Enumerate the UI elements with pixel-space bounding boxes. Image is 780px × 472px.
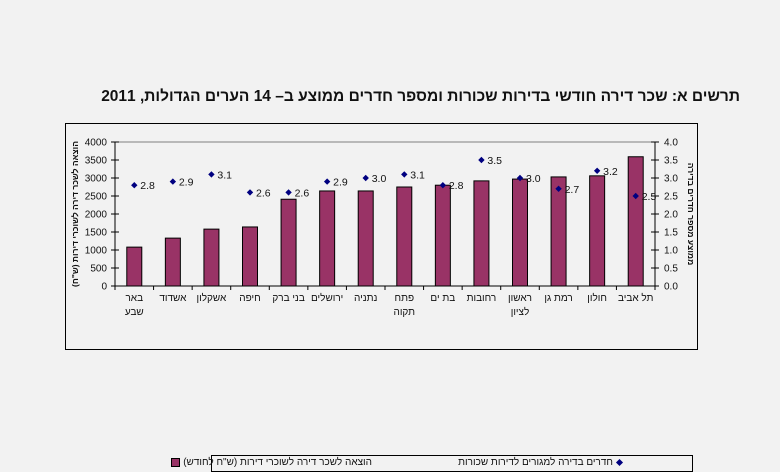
x-tick-label: ירושלים xyxy=(311,292,343,304)
bar xyxy=(126,246,143,287)
bar xyxy=(396,186,413,287)
data-label: 3.0 xyxy=(372,173,387,185)
x-tick-label: חיפה xyxy=(239,293,260,304)
bar xyxy=(280,198,297,287)
data-point xyxy=(401,171,408,178)
x-tick-label: רחובות xyxy=(467,293,497,304)
x-tick-label: רמת גן xyxy=(544,293,572,304)
y-tick-label-right: 3.0 xyxy=(664,174,678,185)
y-tick-label-right: 0.0 xyxy=(664,282,678,293)
diamond-marker-icon xyxy=(615,458,624,466)
data-point xyxy=(208,171,215,178)
y-tick-label-left: 2500 xyxy=(85,192,108,203)
data-point xyxy=(478,156,485,164)
data-point xyxy=(246,189,254,196)
data-point xyxy=(632,192,639,200)
x-tick-label: לציון xyxy=(511,306,530,318)
y-tick-label-right: 1.0 xyxy=(664,246,678,257)
bar xyxy=(627,156,644,287)
y-tick-label-left: 500 xyxy=(90,264,107,275)
data-label: 2.6 xyxy=(256,187,271,199)
legend: חדרים בדירה למגורים לדירות שכורות הוצאה … xyxy=(171,455,693,472)
x-tick-label: בת ים xyxy=(430,293,455,304)
data-label: 2.9 xyxy=(179,177,194,189)
x-tick-label: באר xyxy=(125,293,143,304)
y-tick-label-left: 3500 xyxy=(85,156,108,167)
data-label: 2.6 xyxy=(295,187,310,199)
y-tick-label-left: 4000 xyxy=(85,138,108,149)
data-point xyxy=(593,167,601,174)
chart-title: תרשים א: שכר דירה חודשי בדירות שכורות ומ… xyxy=(101,88,740,105)
y-tick-label-left: 2000 xyxy=(85,210,108,221)
data-label: 2.7 xyxy=(565,184,580,196)
y-tick-label-right: 0.5 xyxy=(664,264,678,275)
x-tick-label: תקוה xyxy=(394,307,416,318)
chart-frame: 0 500 1000 1500 2000 2500 3000 3500 4000 0.0 0.5 1.… xyxy=(65,123,698,472)
y-tick-label-right: 1.5 xyxy=(664,228,678,239)
data-label: 3.2 xyxy=(603,166,618,178)
data-point xyxy=(285,189,292,196)
bar xyxy=(203,228,220,287)
y-axis-title-right: ממוצע מספר חדרים בדירה xyxy=(686,163,696,266)
legend-item-rent: הוצאה לשכר דירה לשוכרי דירות (ש"ח לחודש) xyxy=(171,457,372,468)
y-tick-label-right: 3.5 xyxy=(664,156,678,167)
legend-label-rooms: חדרים בדירה למגורים לדירות שכורות xyxy=(458,457,613,468)
bar-swatch-icon xyxy=(171,457,181,467)
y-tick-label-left: 3000 xyxy=(85,174,108,185)
data-label: 3.5 xyxy=(487,155,502,167)
y-tick-label-right: 2.0 xyxy=(664,210,678,221)
x-tick-label: אשקלון xyxy=(197,292,227,304)
data-point xyxy=(555,185,562,192)
y-tick-label-right: 2.5 xyxy=(664,192,678,203)
data-label: 3.1 xyxy=(410,169,425,181)
data-label: 3.0 xyxy=(526,173,541,185)
bar xyxy=(550,176,567,287)
y-axis-title-left: הוצאה לשכר דירה לשוכרי דירות (ש"ח) xyxy=(70,141,80,287)
bar xyxy=(319,190,336,287)
y-tick-label-left: 1000 xyxy=(85,246,108,257)
data-label: 2.8 xyxy=(140,180,155,192)
data-label: 2.5 xyxy=(642,191,657,203)
data-point xyxy=(323,178,331,185)
bar xyxy=(589,175,606,287)
data-point xyxy=(439,182,447,189)
y-tick-label-right: 4.0 xyxy=(664,138,678,149)
x-tick-label: חולון xyxy=(587,292,607,304)
data-point xyxy=(131,182,138,189)
data-label: 2.8 xyxy=(449,180,464,192)
bar xyxy=(434,184,451,287)
data-label: 2.9 xyxy=(333,177,348,189)
bar xyxy=(473,180,490,287)
y-tick-label-left: 1500 xyxy=(85,228,108,239)
legend-label-rent: הוצאה לשכר דירה לשוכרי דירות (ש"ח לחודש) xyxy=(183,457,372,468)
bar xyxy=(357,190,374,287)
data-point xyxy=(516,174,524,182)
y-tick-label-left: 0 xyxy=(101,282,107,293)
legend-item-rooms: חדרים בדירה למגורים לדירות שכורות xyxy=(458,457,624,468)
bar xyxy=(164,237,181,287)
x-tick-label: בני ברק xyxy=(272,293,304,304)
x-tick-label: ראשון xyxy=(508,293,532,304)
x-tick-label: שבע xyxy=(125,307,144,318)
x-tick-label: תל אביב xyxy=(618,292,654,304)
x-tick-label: נתניה xyxy=(354,293,378,304)
chart-svg: 0 500 1000 1500 2000 2500 3000 3500 4000 0.0 0.5 1.… xyxy=(70,138,696,319)
bar xyxy=(242,226,258,287)
data-label: 3.1 xyxy=(217,169,232,181)
data-point xyxy=(169,178,177,185)
x-tick-label: פתח xyxy=(394,293,414,304)
bar xyxy=(512,178,528,287)
data-point xyxy=(362,174,369,182)
x-tick-label: אשדוד xyxy=(159,293,187,304)
